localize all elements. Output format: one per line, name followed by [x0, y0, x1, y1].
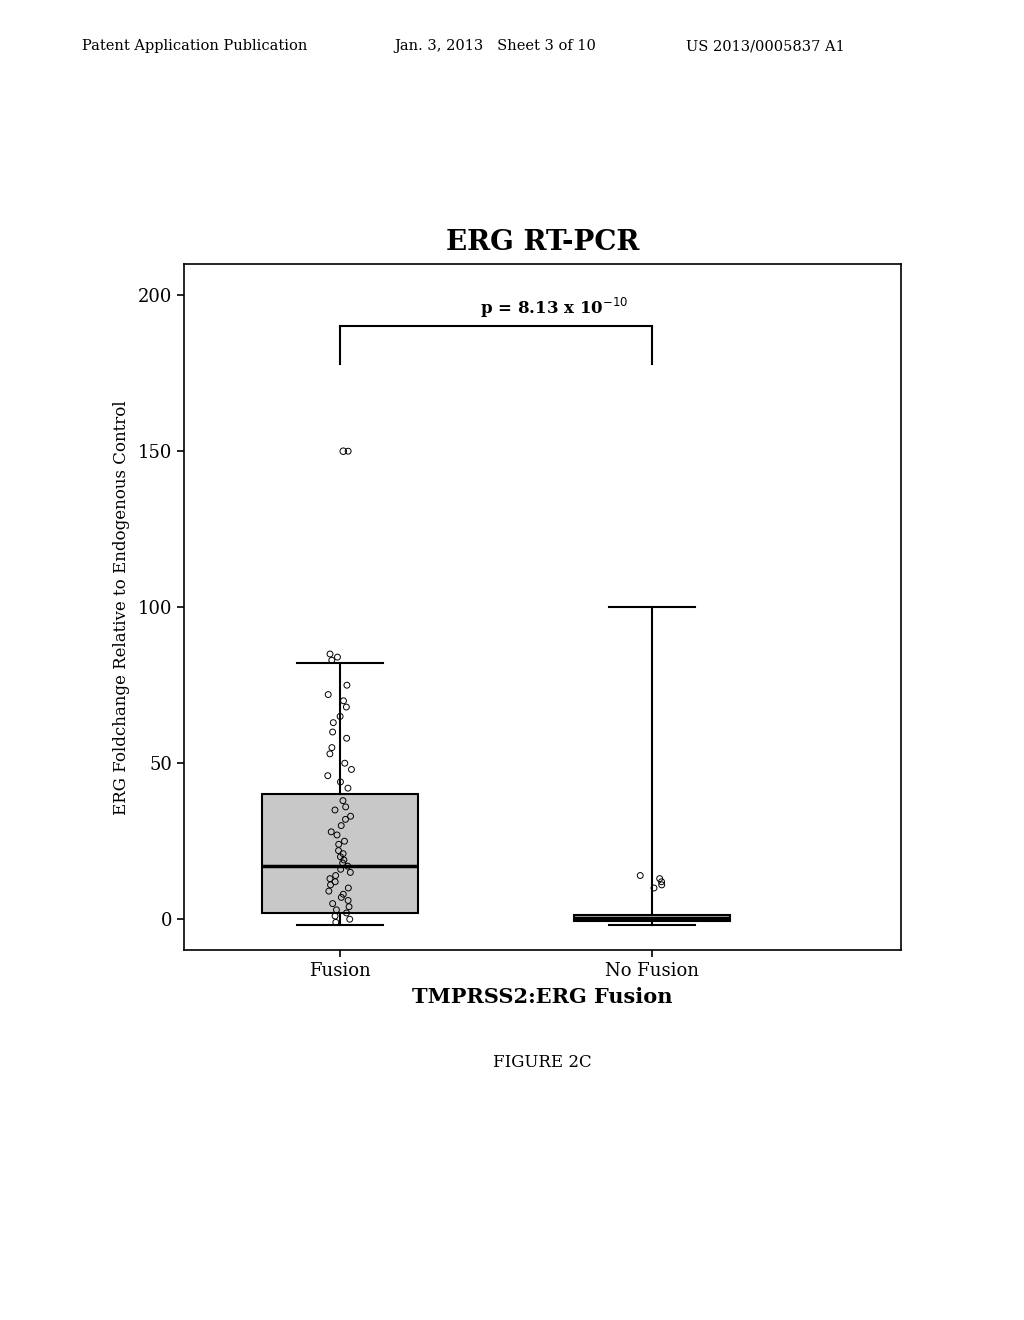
Point	[331, 840, 347, 861]
Point	[339, 675, 355, 696]
Point	[335, 853, 351, 874]
Point	[322, 643, 338, 664]
Point	[340, 441, 356, 462]
Point	[332, 771, 348, 792]
Bar	[573, 915, 730, 921]
Point	[325, 711, 341, 733]
Text: Jan. 3, 2013   Sheet 3 of 10: Jan. 3, 2013 Sheet 3 of 10	[394, 40, 596, 53]
Point	[338, 796, 354, 817]
Point	[653, 871, 670, 892]
Point	[323, 821, 339, 842]
Point	[325, 894, 341, 915]
Point	[651, 869, 668, 890]
Point	[338, 903, 354, 924]
Point	[322, 743, 338, 764]
Point	[335, 843, 351, 865]
Point	[332, 846, 348, 867]
Point	[330, 647, 346, 668]
Point	[342, 908, 358, 929]
Point	[332, 706, 348, 727]
Point	[343, 759, 359, 780]
Point	[333, 859, 349, 880]
Point	[321, 880, 337, 902]
Point	[335, 441, 351, 462]
Point	[333, 887, 349, 908]
Point	[327, 871, 343, 892]
Point	[335, 883, 351, 904]
Text: FIGURE 2C: FIGURE 2C	[494, 1055, 592, 1071]
Point	[324, 649, 340, 671]
Title: ERG RT-PCR: ERG RT-PCR	[446, 230, 639, 256]
Point	[653, 874, 670, 895]
Point	[327, 800, 343, 821]
Point	[335, 791, 351, 812]
Point	[340, 777, 356, 799]
Point	[339, 727, 355, 748]
Point	[329, 899, 345, 920]
Point	[328, 912, 344, 933]
Point	[321, 684, 337, 705]
Point	[646, 878, 663, 899]
Point	[337, 752, 353, 774]
Point	[340, 878, 356, 899]
Point	[341, 896, 357, 917]
Point	[336, 849, 352, 870]
Point	[335, 690, 351, 711]
Text: US 2013/0005837 A1: US 2013/0005837 A1	[686, 40, 845, 53]
Point	[331, 834, 347, 855]
Point	[319, 766, 336, 787]
Point	[329, 825, 345, 846]
Point	[342, 805, 358, 826]
Point	[336, 830, 352, 851]
Point	[338, 697, 354, 718]
Point	[328, 865, 344, 886]
Y-axis label: ERG Foldchange Relative to Endogenous Control: ERG Foldchange Relative to Endogenous Co…	[113, 400, 130, 814]
Point	[337, 809, 353, 830]
Bar	[262, 795, 418, 913]
Point	[342, 862, 358, 883]
Text: Patent Application Publication: Patent Application Publication	[82, 40, 307, 53]
Point	[322, 869, 338, 890]
Point	[323, 874, 339, 895]
Text: p = 8.13 x 10$^{-10}$: p = 8.13 x 10$^{-10}$	[480, 296, 629, 321]
Point	[632, 865, 648, 886]
Point	[340, 855, 356, 876]
Point	[327, 906, 343, 927]
Point	[325, 722, 341, 743]
Point	[324, 737, 340, 758]
Point	[340, 890, 356, 911]
Point	[333, 814, 349, 836]
Text: TMPRSS2:ERG Fusion: TMPRSS2:ERG Fusion	[413, 986, 673, 1007]
